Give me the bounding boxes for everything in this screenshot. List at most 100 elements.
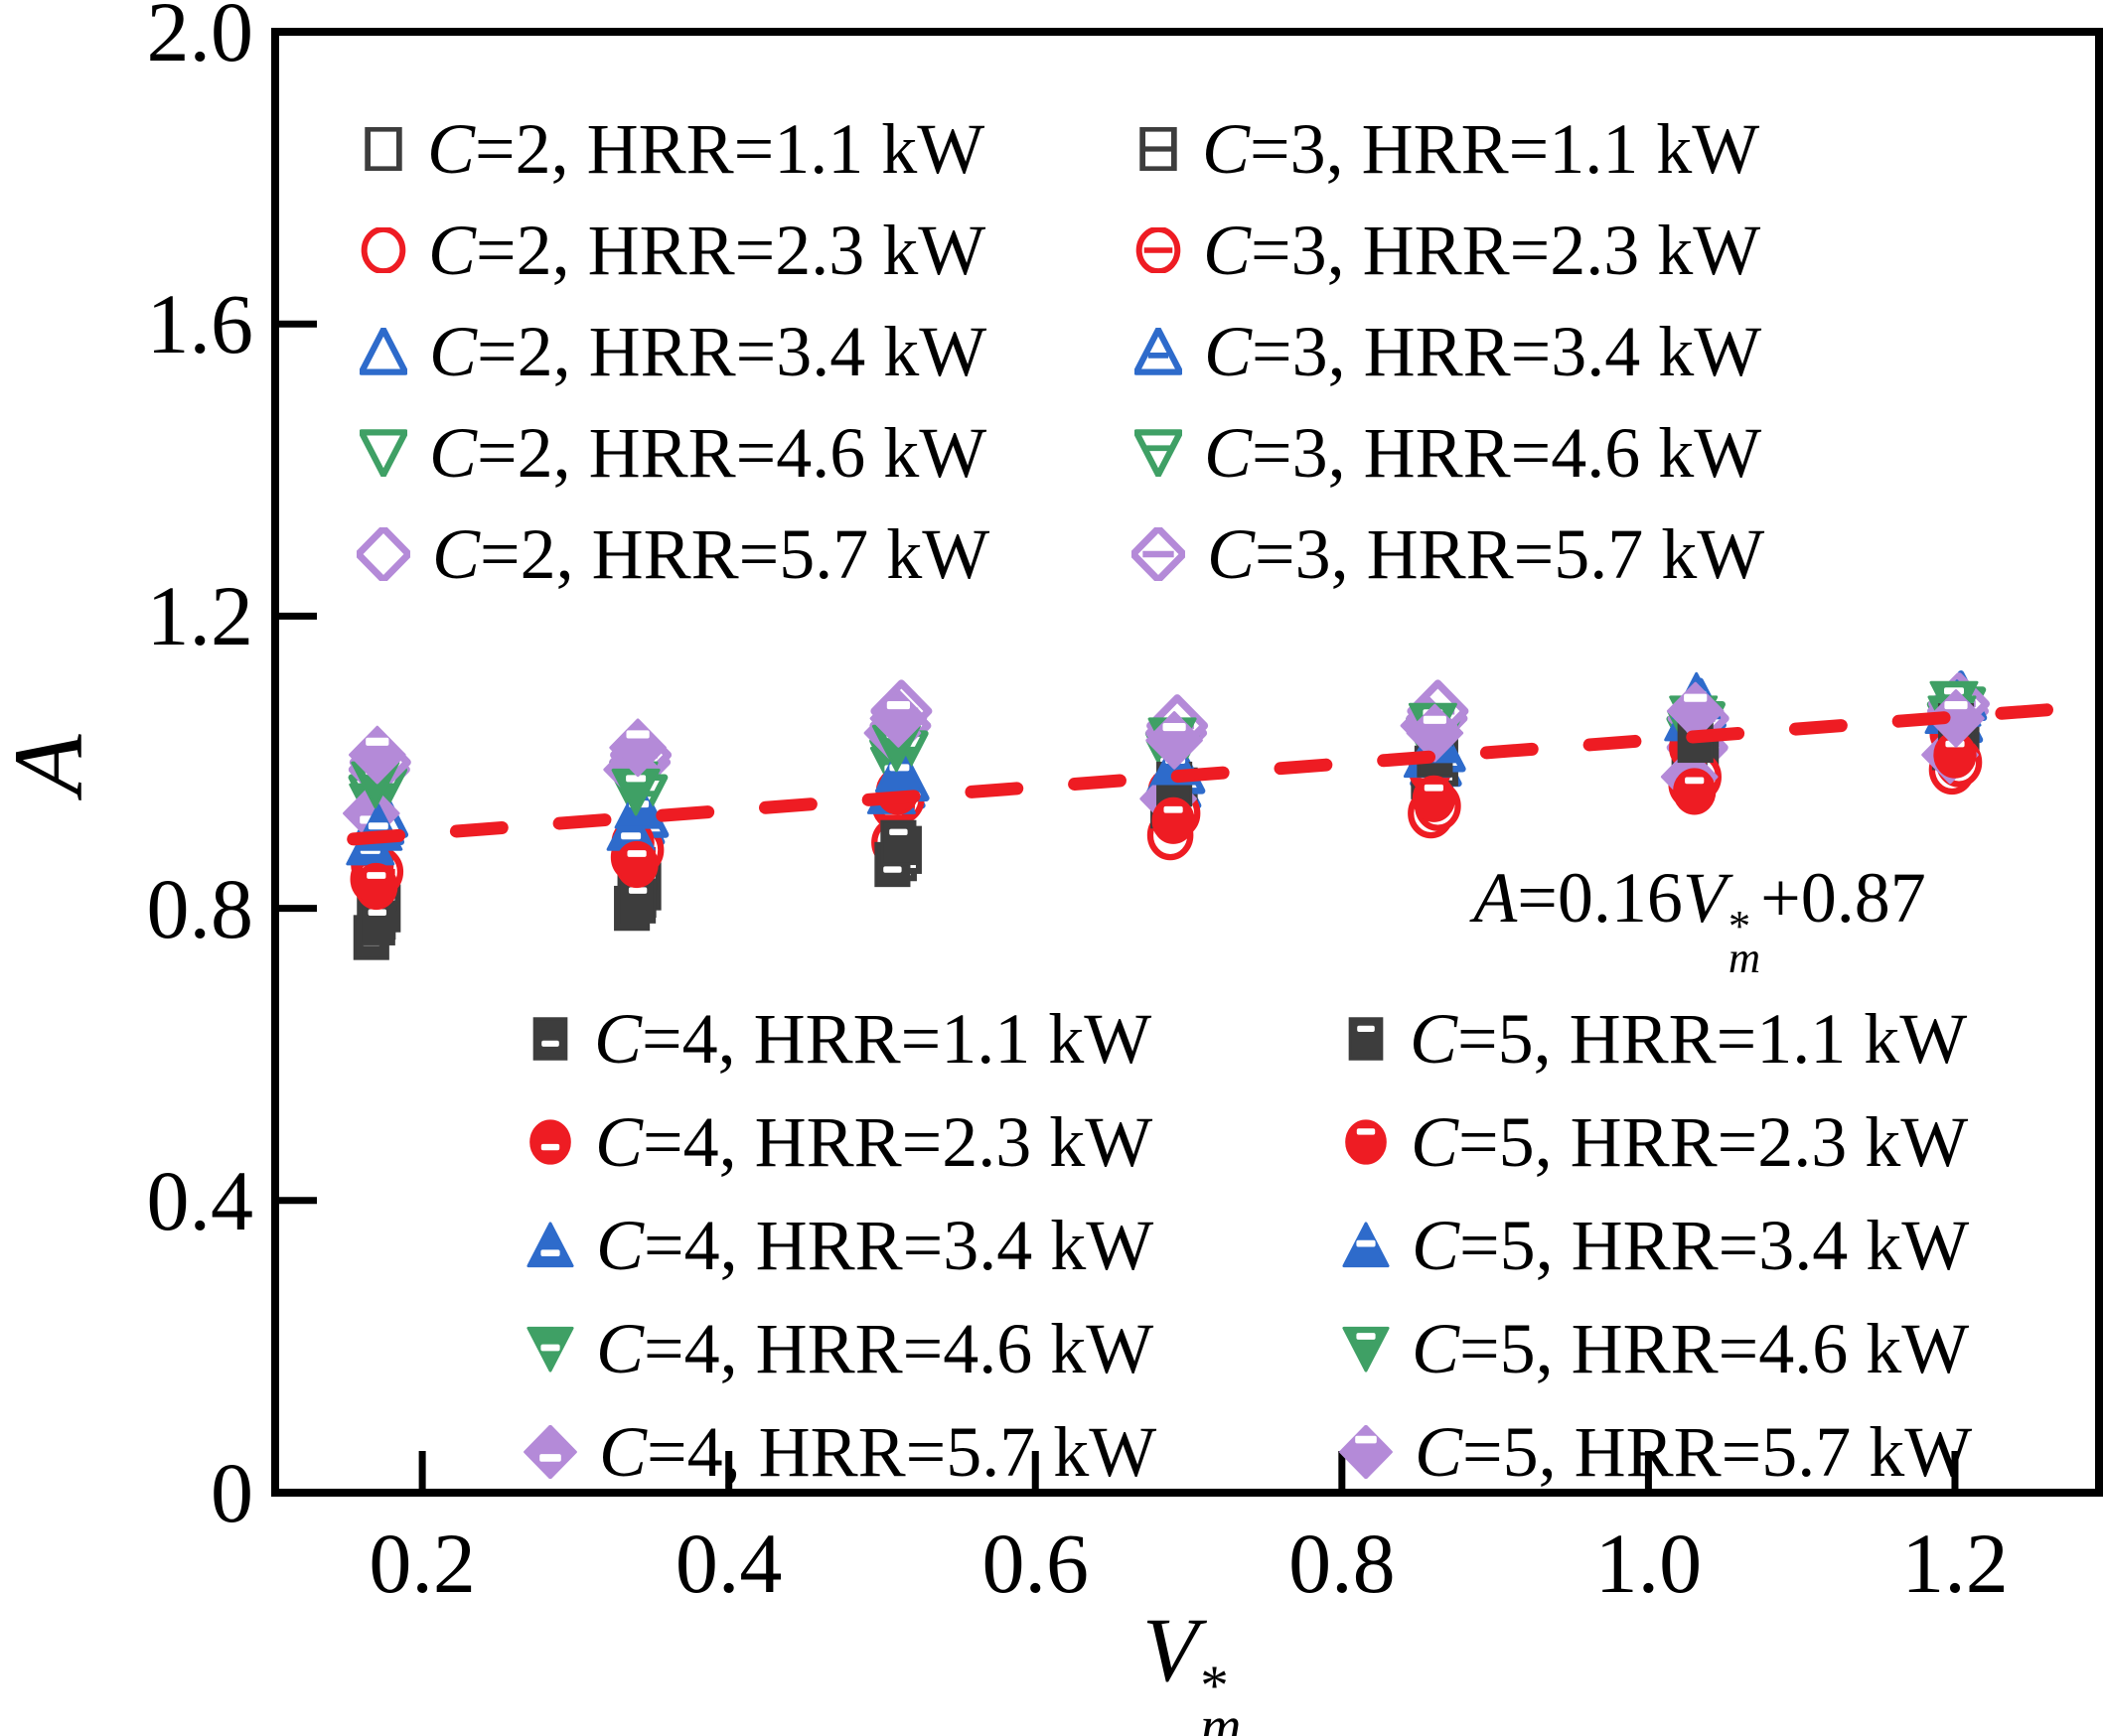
legend-item-c2-hrr5.7: C=2, HRR=5.7 kW	[357, 518, 989, 590]
y-axis-label: A	[0, 734, 103, 795]
legend-label-c-symbol: C	[427, 109, 476, 189]
fit-equation-label: A=0.16V * m +0.87	[1473, 862, 1925, 982]
legend-item-label: C=4, HRR=4.6 kW	[596, 1313, 1153, 1384]
legend-label-c-symbol: C	[1204, 413, 1253, 493]
legend-label-rest: =5, HRR=2.3 kW	[1458, 1102, 1969, 1182]
legend-item-c5-hrr5.7: C=5, HRR=5.7 kW	[1339, 1416, 1972, 1488]
legend-label-c-symbol: C	[1207, 514, 1256, 594]
data-point-c5-hrr5.7	[1406, 703, 1464, 763]
square-marker-icon	[1344, 1017, 1388, 1061]
legend-label-rest: =4, HRR=1.1 kW	[642, 999, 1152, 1079]
legend-label-rest: =5, HRR=4.6 kW	[1459, 1309, 1970, 1388]
triangle-up-marker-icon	[1134, 328, 1182, 375]
legend-item-c2-hrr2.3: C=2, HRR=2.3 kW	[361, 215, 985, 286]
data-point-c5-hrr1.1	[880, 819, 917, 866]
data-point-c5-hrr2.3	[1673, 768, 1717, 815]
legend-item-label: C=5, HRR=4.6 kW	[1412, 1313, 1969, 1384]
legend-item-c2-hrr3.4: C=2, HRR=3.4 kW	[360, 316, 986, 387]
legend-label-c-symbol: C	[1204, 312, 1253, 391]
triangle-down-marker-icon	[526, 1325, 574, 1373]
legend-item-label: C=3, HRR=1.1 kW	[1202, 113, 1759, 185]
circle-marker-icon	[1343, 1119, 1389, 1165]
legend-item-label: C=5, HRR=3.4 kW	[1412, 1210, 1969, 1281]
legend-item-c4-hrr1.1: C=4, HRR=1.1 kW	[528, 1003, 1151, 1075]
equation-var-superscript: *	[1728, 900, 1751, 950]
legend-label-c-symbol: C	[595, 1102, 644, 1182]
legend-label-c-symbol: C	[1411, 1102, 1459, 1182]
legend-item-label: C=5, HRR=1.1 kW	[1410, 1003, 1967, 1075]
legend-item-c4-hrr2.3: C=4, HRR=2.3 kW	[527, 1106, 1152, 1178]
data-point-c5-hrr5.7	[609, 718, 667, 778]
equation-var-subscript: m	[1728, 932, 1761, 982]
equation-mid: =0.16	[1517, 857, 1683, 938]
diamond-marker-icon	[1131, 527, 1185, 581]
triangle-down-marker-icon	[360, 429, 407, 477]
legend-item-label: C=3, HRR=3.4 kW	[1204, 316, 1761, 387]
x-tick-label-1.0: 1.0	[1594, 1516, 1703, 1611]
legend-label-rest: =2, HRR=1.1 kW	[475, 109, 985, 189]
diamond-marker-icon	[357, 527, 410, 581]
data-point-c5-hrr2.3	[1412, 775, 1456, 822]
legend-item-label: C=2, HRR=1.1 kW	[427, 113, 984, 185]
circle-marker-icon	[527, 1119, 573, 1165]
legend-item-c5-hrr4.6: C=5, HRR=4.6 kW	[1342, 1313, 1969, 1384]
legend-item-label: C=4, HRR=1.1 kW	[594, 1003, 1151, 1075]
triangle-up-marker-icon	[1342, 1222, 1390, 1269]
triangle-up-marker-icon	[526, 1222, 574, 1269]
equation-var-scripts: * m	[1728, 900, 1761, 982]
legend-item-label: C=5, HRR=5.7 kW	[1415, 1416, 1972, 1488]
legend-item-label: C=4, HRR=2.3 kW	[595, 1106, 1152, 1178]
x-tick-label-0.8: 0.8	[1288, 1516, 1396, 1611]
legend-label-c-symbol: C	[1415, 1412, 1463, 1492]
legend-label-rest: =3, HRR=5.7 kW	[1255, 514, 1765, 594]
legend-label-rest: =3, HRR=2.3 kW	[1251, 211, 1761, 290]
data-point-c5-hrr1.1	[620, 878, 657, 924]
triangle-up-marker-icon	[360, 328, 407, 375]
legend-label-rest: =4, HRR=5.7 kW	[647, 1412, 1157, 1492]
legend-item-label: C=2, HRR=2.3 kW	[428, 215, 985, 286]
legend-item-c4-hrr4.6: C=4, HRR=4.6 kW	[526, 1313, 1153, 1384]
data-point-c5-hrr2.3	[615, 840, 659, 889]
legend-label-rest: =5, HRR=5.7 kW	[1462, 1412, 1973, 1492]
legend-label-rest: =2, HRR=4.6 kW	[477, 413, 987, 493]
legend-label-c-symbol: C	[599, 1412, 648, 1492]
legend-label-rest: =4, HRR=3.4 kW	[644, 1206, 1154, 1285]
triangle-down-marker-icon	[1342, 1325, 1390, 1373]
legend-item-c4-hrr3.4: C=4, HRR=3.4 kW	[526, 1210, 1153, 1281]
legend-label-c-symbol: C	[428, 211, 477, 290]
legend-item-label: C=4, HRR=3.4 kW	[596, 1210, 1153, 1281]
legend-item-label: C=2, HRR=4.6 kW	[429, 417, 986, 489]
data-point-c5-hrr2.3	[1151, 796, 1195, 844]
legend-item-label: C=3, HRR=2.3 kW	[1203, 215, 1760, 286]
data-point-c5-hrr5.7	[869, 689, 928, 748]
x-tick-label-0.4: 0.4	[675, 1516, 783, 1611]
legend-item-label: C=3, HRR=4.6 kW	[1204, 417, 1761, 489]
y-tick-label-2.0: 2.0	[146, 0, 254, 79]
data-point-c5-hrr5.7	[1145, 711, 1203, 770]
legend-label-c-symbol: C	[432, 514, 481, 594]
square-marker-icon	[1136, 127, 1180, 171]
x-axis-label: V * m	[1142, 1604, 1241, 1736]
equation-lhs: A	[1473, 857, 1518, 938]
legend-label-c-symbol: C	[429, 312, 478, 391]
x-axis-label-superscript: *	[1200, 1654, 1229, 1717]
legend-label-rest: =3, HRR=4.6 kW	[1252, 413, 1762, 493]
diamond-marker-icon	[1339, 1425, 1393, 1479]
legend-label-rest: =2, HRR=2.3 kW	[476, 211, 986, 290]
legend-label-c-symbol: C	[1202, 109, 1251, 189]
diamond-marker-icon	[524, 1425, 577, 1479]
triangle-down-marker-icon	[1134, 429, 1182, 477]
legend-label-c-symbol: C	[594, 999, 643, 1079]
x-axis-label-base: V	[1142, 1599, 1199, 1700]
fit-line	[347, 703, 2053, 846]
y-axis-label-text: A	[0, 734, 103, 796]
y-tick-label-0: 0	[211, 1445, 253, 1540]
circle-marker-icon	[1135, 227, 1181, 273]
legend-label-c-symbol: C	[596, 1309, 645, 1388]
equation-tail: +0.87	[1760, 857, 1926, 938]
legend-item-label: C=2, HRR=5.7 kW	[432, 518, 989, 590]
legend-item-label: C=2, HRR=3.4 kW	[429, 316, 986, 387]
legend-item-label: C=5, HRR=2.3 kW	[1411, 1106, 1968, 1178]
